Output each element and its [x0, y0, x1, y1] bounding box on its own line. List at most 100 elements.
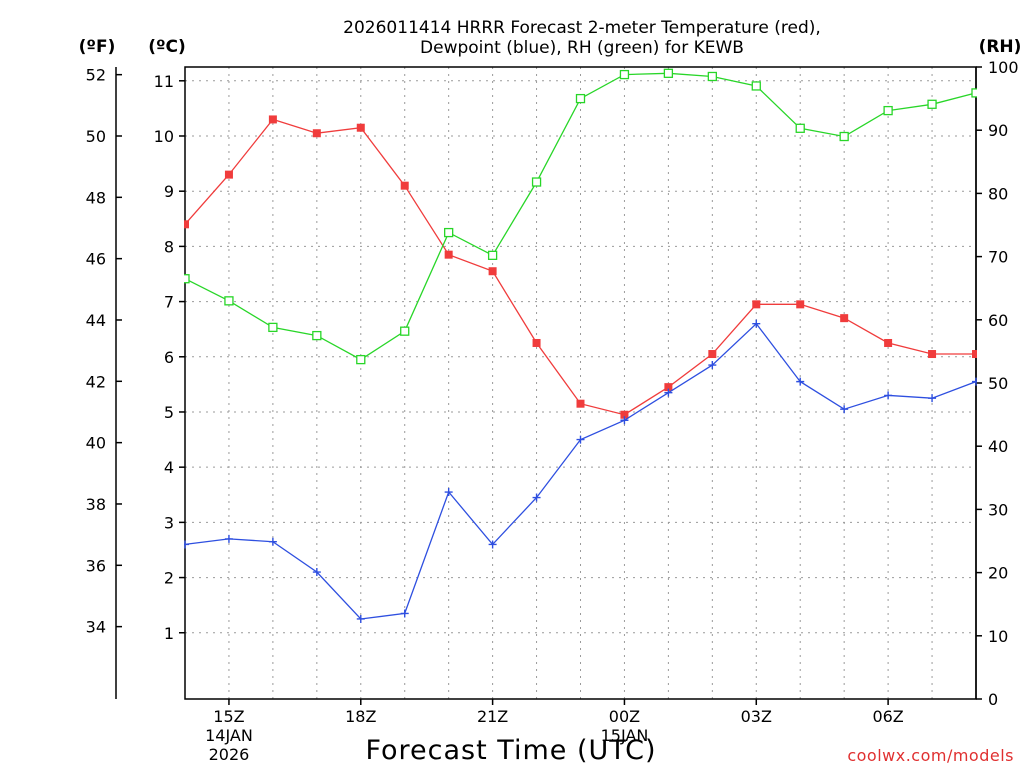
rh-point: [927, 99, 937, 109]
temperature-point: [488, 267, 497, 276]
x-tick-label: 18Z: [345, 707, 376, 726]
rh-tick-label: 40: [988, 437, 1008, 456]
dewpoint-point: [488, 540, 497, 549]
fahrenheit-tick-label: 46: [86, 250, 106, 269]
temperature-line: [184, 118, 976, 416]
rh-point: [268, 322, 278, 333]
celsius-tick-label: 1: [164, 624, 174, 643]
temperature-point: [752, 300, 761, 309]
dewpoint-point: [224, 534, 233, 543]
rh-tick-label: 60: [988, 311, 1008, 330]
temperature-point: [928, 350, 937, 359]
dewpoint-point: [884, 391, 893, 400]
dewpoint-point: [620, 416, 629, 425]
x-tick-label: 06Z: [872, 707, 903, 726]
celsius-tick-label: 2: [164, 569, 174, 588]
rh-tick-label: 50: [988, 374, 1008, 393]
rh-point: [707, 71, 717, 82]
series-group: [184, 68, 977, 623]
rh-point: [751, 81, 761, 91]
fahrenheit-tick-label: 44: [86, 311, 106, 330]
temperature-point: [796, 300, 805, 309]
celsius-tick-label: 4: [164, 458, 174, 477]
dewpoint-point: [576, 435, 585, 444]
rh-point: [531, 177, 542, 187]
fahrenheit-tick-label: 40: [86, 434, 106, 453]
temperature-point: [184, 220, 189, 229]
dewpoint-line: [184, 322, 977, 620]
temperature-point: [620, 410, 629, 419]
dewpoint-point: [444, 488, 453, 497]
fahrenheit-tick-label: 52: [86, 66, 106, 85]
celsius-tick-label: 8: [164, 237, 174, 256]
grid-lines: [185, 67, 976, 699]
celsius-tick-label: 3: [164, 513, 174, 532]
fahrenheit-tick-label: 38: [86, 495, 106, 514]
dewpoint-point: [752, 319, 761, 328]
dewpoint-point: [312, 568, 321, 577]
rh-point: [883, 105, 893, 116]
fahrenheit-tick-label: 48: [86, 188, 106, 207]
rh-tick-label: 90: [988, 121, 1008, 140]
series-layer: [184, 68, 977, 623]
x-tick-label: 03Z: [741, 707, 772, 726]
dewpoint-point: [928, 394, 937, 403]
rh-point: [184, 274, 190, 284]
dewpoint-point: [840, 405, 849, 414]
axis-ticks: 1234567891011343638404244464850520102030…: [86, 58, 1019, 764]
rh-point: [487, 250, 498, 260]
temperature-point: [268, 115, 277, 124]
x-tick-label: 00Z: [609, 707, 640, 726]
rh-tick-label: 20: [988, 564, 1008, 583]
chart-title-line1: 2026011414 HRRR Forecast 2-meter Tempera…: [343, 18, 821, 38]
temperature-point: [356, 123, 365, 132]
dewpoint-point: [184, 540, 189, 549]
celsius-tick-label: 7: [164, 293, 174, 312]
rh-tick-label: 10: [988, 627, 1008, 646]
temperature-point: [400, 181, 409, 190]
dewpoint-point: [972, 377, 977, 386]
rh-point: [444, 227, 454, 238]
rh-point: [971, 88, 977, 98]
celsius-tick-label: 10: [154, 127, 174, 146]
rh-tick-label: 30: [988, 500, 1008, 519]
temperature-point: [708, 350, 717, 359]
rh-tick-label: 70: [988, 248, 1008, 267]
rh-point: [224, 296, 234, 306]
dewpoint-point: [708, 361, 717, 370]
fahrenheit-tick-label: 50: [86, 127, 106, 146]
temperature-point: [884, 338, 893, 347]
temperature-point: [840, 314, 849, 323]
dewpoint-point: [532, 493, 541, 502]
dewpoint-point: [268, 537, 277, 546]
temperature-point: [444, 250, 453, 259]
x-tick-label: 14JAN: [205, 726, 253, 745]
rh-tick-label: 0: [988, 690, 998, 709]
fahrenheit-unit-label: (ºF): [79, 37, 116, 57]
chart-title-line2: Dewpoint (blue), RH (green) for KEWB: [420, 38, 744, 58]
rh-point: [575, 93, 586, 104]
rh-point: [663, 68, 674, 78]
dewpoint-point: [664, 388, 673, 397]
temperature-point: [312, 129, 321, 138]
temperature-point: [972, 350, 977, 359]
temperature-point: [224, 170, 233, 179]
rh-tick-label: 80: [988, 184, 1008, 203]
temperature-point: [664, 383, 673, 392]
celsius-tick-label: 6: [164, 348, 174, 367]
x-tick-label: 15Z: [213, 707, 244, 726]
rh-point: [400, 326, 410, 336]
fahrenheit-tick-label: 42: [86, 372, 106, 391]
rh-tick-label: 100: [988, 58, 1019, 77]
dewpoint-point: [400, 609, 409, 618]
x-axis-label: Forecast Time (UTC): [365, 735, 656, 766]
rh-unit-label: (RH): [979, 37, 1022, 57]
celsius-tick-label: 5: [164, 403, 174, 422]
fahrenheit-tick-label: 36: [86, 556, 106, 575]
dewpoint-point: [796, 377, 805, 386]
x-tick-label: 15JAN: [601, 726, 649, 745]
rh-point: [619, 69, 630, 80]
temperature-point: [576, 399, 585, 408]
rh-point: [839, 131, 849, 142]
